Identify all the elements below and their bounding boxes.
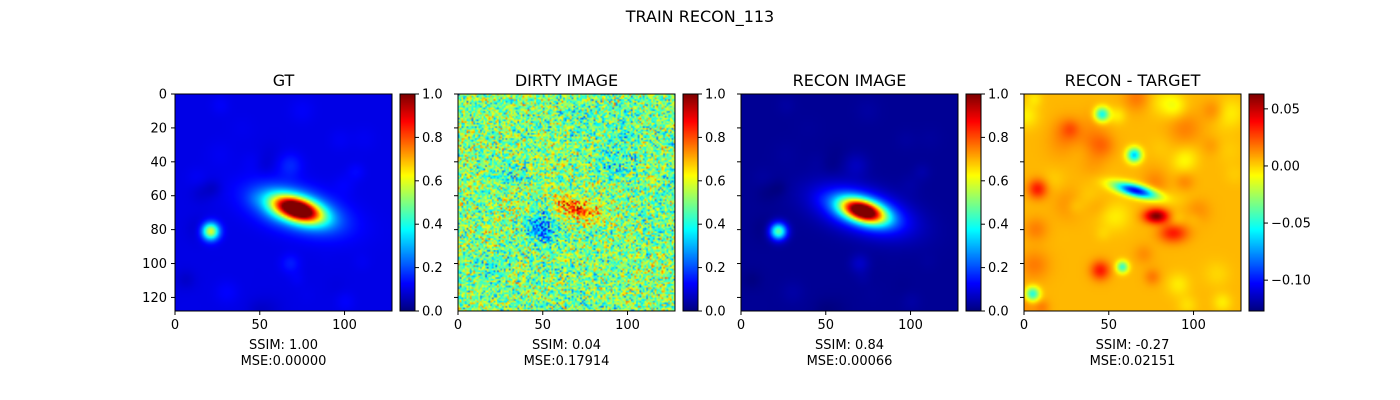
colorbar-tick-label: 0.2 (422, 261, 443, 276)
x-tick-label: 100 (898, 318, 923, 333)
axes-frame (457, 93, 676, 312)
metric-caption: SSIM: -0.27 (1096, 338, 1170, 353)
colorbar-tick-label: 0.05 (1271, 102, 1300, 117)
metric-caption: SSIM: 1.00 (249, 338, 318, 353)
subplot-1: GT 0 50 100 0 20 40 60 80 100 120 SSIM: 1.00MSE:0.0… (142, 71, 443, 369)
colorbar-tick-label: 0.00 (1271, 159, 1300, 174)
colorbar-tick-label: 0.0 (705, 305, 726, 320)
colorbar-frame (1248, 93, 1265, 312)
figure-suptitle: TRAIN RECON_113 (625, 7, 774, 27)
x-tick-label: 100 (1181, 318, 1206, 333)
x-tick-label: 0 (171, 318, 179, 333)
y-tick-label: 80 (150, 223, 167, 238)
y-tick-label: 0 (159, 88, 167, 103)
colorbar (1249, 94, 1264, 311)
y-tick-label: 100 (142, 257, 167, 272)
colorbar-tick-label: 0.6 (988, 174, 1009, 189)
y-tick-label: 60 (150, 189, 167, 204)
metric-caption: SSIM: 0.84 (815, 338, 884, 353)
colorbar-tick-label: 0.8 (705, 131, 726, 146)
y-tick-label: 20 (150, 121, 167, 136)
x-tick-label: 50 (817, 318, 834, 333)
x-tick-label: 50 (534, 318, 551, 333)
metric-caption: SSIM: 0.04 (532, 338, 601, 353)
heatmap-image (1024, 94, 1241, 311)
metric-caption: MSE:0.02151 (1090, 354, 1176, 369)
axes-frame (1023, 93, 1242, 312)
colorbar-tick-label: 0.2 (705, 261, 726, 276)
x-tick-label: 50 (1100, 318, 1117, 333)
metric-caption: MSE:0.00000 (241, 354, 327, 369)
x-tick-label: 0 (454, 318, 462, 333)
colorbar-tick-label: 0.2 (988, 261, 1009, 276)
colorbar-frame (399, 93, 416, 312)
colorbar (966, 94, 981, 311)
subplot-title: RECON - TARGET (1065, 71, 1201, 90)
subplot-4: RECON - TARGET 0 50 100 SSIM: -0.27MSE:0.021… (1020, 71, 1311, 369)
colorbar-tick-label: 0.8 (422, 131, 443, 146)
colorbar-tick-label: −0.10 (1271, 274, 1311, 289)
x-tick-label: 100 (332, 318, 357, 333)
subplot-title: GT (273, 71, 295, 90)
colorbar-tick-label: 0.4 (705, 218, 726, 233)
colorbar-tick-label: 0.8 (988, 131, 1009, 146)
colorbar-tick-label: 0.6 (705, 174, 726, 189)
axes-frame (174, 93, 393, 312)
heatmap-image (175, 94, 392, 311)
y-tick-label: 40 (150, 155, 167, 170)
metric-caption: MSE:0.17914 (524, 354, 610, 369)
colorbar-tick-label: 0.4 (422, 218, 443, 233)
y-tick-label: 120 (142, 291, 167, 306)
x-tick-label: 100 (615, 318, 640, 333)
x-tick-label: 0 (737, 318, 745, 333)
colorbar-frame (682, 93, 699, 312)
colorbar-tick-label: 0.0 (988, 305, 1009, 320)
subplot-title: RECON IMAGE (793, 71, 907, 90)
subplot-title: DIRTY IMAGE (515, 71, 618, 90)
colorbar-tick-label: 0.6 (422, 174, 443, 189)
colorbar (683, 94, 698, 311)
colorbar-tick-label: 1.0 (705, 88, 726, 103)
colorbar-frame (965, 93, 982, 312)
colorbar (400, 94, 415, 311)
heatmap-image (741, 94, 958, 311)
colorbar-tick-label: −0.05 (1271, 217, 1311, 232)
x-tick-label: 0 (1020, 318, 1028, 333)
colorbar-tick-label: 1.0 (988, 88, 1009, 103)
colorbar-tick-label: 1.0 (422, 88, 443, 103)
heatmap-image (458, 94, 675, 311)
axes-frame (740, 93, 959, 312)
metric-caption: MSE:0.00066 (807, 354, 893, 369)
colorbar-tick-label: 0.0 (422, 305, 443, 320)
colorbar-tick-label: 0.4 (988, 218, 1009, 233)
x-tick-label: 50 (251, 318, 268, 333)
